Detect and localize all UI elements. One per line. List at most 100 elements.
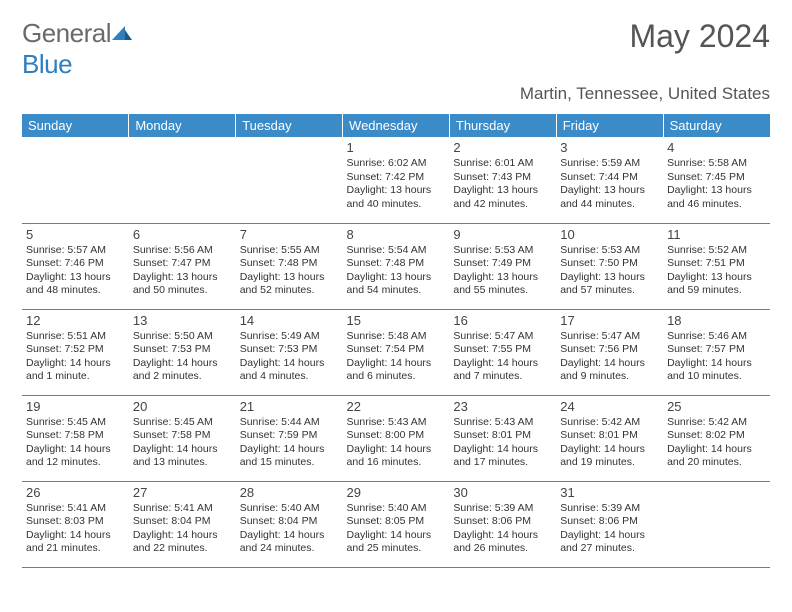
daylight-text: Daylight: 14 hours and 25 minutes. xyxy=(347,529,446,556)
day-number: 13 xyxy=(133,313,232,328)
sunrise-text: Sunrise: 5:55 AM xyxy=(240,244,339,258)
sunset-text: Sunset: 7:42 PM xyxy=(347,171,446,185)
calendar-cell: 23 Sunrise: 5:43 AMSunset: 8:01 PMDayligh… xyxy=(449,395,556,481)
day-info: Sunrise: 5:39 AMSunset: 8:06 PMDaylight:… xyxy=(560,502,659,557)
sunrise-text: Sunrise: 5:39 AM xyxy=(453,502,552,516)
sunset-text: Sunset: 7:59 PM xyxy=(240,429,339,443)
day-header: Sunday xyxy=(22,114,129,137)
day-header: Friday xyxy=(556,114,663,137)
daylight-text: Daylight: 13 hours and 54 minutes. xyxy=(347,271,446,298)
sunrise-text: Sunrise: 5:48 AM xyxy=(347,330,446,344)
calendar-body: 1Sunrise: 6:02 AMSunset: 7:42 PMDaylight… xyxy=(22,137,770,567)
calendar-cell: 28Sunrise: 5:40 AMSunset: 8:04 PMDayligh… xyxy=(236,481,343,567)
calendar-cell: 5Sunrise: 5:57 AMSunset: 7:46 PMDaylight… xyxy=(22,223,129,309)
day-info: Sunrise: 5:39 AMSunset: 8:06 PMDaylight:… xyxy=(453,502,552,557)
daylight-text: Daylight: 14 hours and 13 minutes. xyxy=(133,443,232,470)
day-info: Sunrise: 5:42 AMSunset: 8:01 PMDaylight:… xyxy=(560,416,659,471)
calendar-cell: 6Sunrise: 5:56 AMSunset: 7:47 PMDaylight… xyxy=(129,223,236,309)
calendar-cell: 12Sunrise: 5:51 AMSunset: 7:52 PMDayligh… xyxy=(22,309,129,395)
sunset-text: Sunset: 8:00 PM xyxy=(347,429,446,443)
day-info: Sunrise: 5:41 AMSunset: 8:03 PMDaylight:… xyxy=(26,502,125,557)
sunset-text: Sunset: 7:45 PM xyxy=(667,171,766,185)
calendar-cell: 8 Sunrise: 5:54 AMSunset: 7:48 PMDaylight… xyxy=(343,223,450,309)
day-info: Sunrise: 5:45 AMSunset: 7:58 PMDaylight:… xyxy=(133,416,232,471)
title-block: May 2024 xyxy=(629,18,770,55)
day-number: 7 xyxy=(240,227,339,242)
sunset-text: Sunset: 8:01 PM xyxy=(560,429,659,443)
day-info: Sunrise: 6:01 AMSunset: 7:43 PMDaylight:… xyxy=(453,157,552,212)
sunrise-text: Sunrise: 5:42 AM xyxy=(560,416,659,430)
day-info: Sunrise: 5:50 AMSunset: 7:53 PMDaylight:… xyxy=(133,330,232,385)
calendar-cell: 11Sunrise: 5:52 AMSunset: 7:51 PMDayligh… xyxy=(663,223,770,309)
daylight-text: Daylight: 14 hours and 7 minutes. xyxy=(453,357,552,384)
day-info: Sunrise: 5:43 AMSunset: 8:01 PMDaylight:… xyxy=(453,416,552,471)
day-number: 30 xyxy=(453,485,552,500)
day-header: Tuesday xyxy=(236,114,343,137)
day-info: Sunrise: 5:46 AMSunset: 7:57 PMDaylight:… xyxy=(667,330,766,385)
daylight-text: Daylight: 14 hours and 2 minutes. xyxy=(133,357,232,384)
sunrise-text: Sunrise: 6:01 AM xyxy=(453,157,552,171)
day-number: 31 xyxy=(560,485,659,500)
sunrise-text: Sunrise: 5:43 AM xyxy=(347,416,446,430)
day-info: Sunrise: 5:56 AMSunset: 7:47 PMDaylight:… xyxy=(133,244,232,299)
sunset-text: Sunset: 7:46 PM xyxy=(26,257,125,271)
calendar-cell xyxy=(22,137,129,223)
day-number: 22 xyxy=(347,399,446,414)
sunset-text: Sunset: 8:06 PM xyxy=(453,515,552,529)
sunset-text: Sunset: 7:53 PM xyxy=(133,343,232,357)
sunset-text: Sunset: 7:47 PM xyxy=(133,257,232,271)
calendar-cell: 25Sunrise: 5:42 AMSunset: 8:02 PMDayligh… xyxy=(663,395,770,481)
sunrise-text: Sunrise: 5:57 AM xyxy=(26,244,125,258)
day-number: 24 xyxy=(560,399,659,414)
day-info: Sunrise: 5:58 AMSunset: 7:45 PMDaylight:… xyxy=(667,157,766,212)
day-header: Wednesday xyxy=(343,114,450,137)
location-label: Martin, Tennessee, United States xyxy=(22,84,770,104)
day-number: 8 xyxy=(347,227,446,242)
calendar-cell xyxy=(129,137,236,223)
daylight-text: Daylight: 14 hours and 15 minutes. xyxy=(240,443,339,470)
day-info: Sunrise: 5:55 AMSunset: 7:48 PMDaylight:… xyxy=(240,244,339,299)
sunset-text: Sunset: 8:06 PM xyxy=(560,515,659,529)
day-number: 15 xyxy=(347,313,446,328)
day-info: Sunrise: 5:57 AMSunset: 7:46 PMDaylight:… xyxy=(26,244,125,299)
daylight-text: Daylight: 14 hours and 4 minutes. xyxy=(240,357,339,384)
daylight-text: Daylight: 13 hours and 42 minutes. xyxy=(453,184,552,211)
sunset-text: Sunset: 7:58 PM xyxy=(26,429,125,443)
calendar-week-row: 19Sunrise: 5:45 AMSunset: 7:58 PMDayligh… xyxy=(22,395,770,481)
daylight-text: Daylight: 14 hours and 24 minutes. xyxy=(240,529,339,556)
calendar-cell: 16Sunrise: 5:47 AMSunset: 7:55 PMDayligh… xyxy=(449,309,556,395)
logo-text: GeneralBlue xyxy=(22,18,133,80)
sunrise-text: Sunrise: 5:58 AM xyxy=(667,157,766,171)
day-header: Saturday xyxy=(663,114,770,137)
calendar-cell: 3Sunrise: 5:59 AMSunset: 7:44 PMDaylight… xyxy=(556,137,663,223)
day-info: Sunrise: 5:40 AMSunset: 8:04 PMDaylight:… xyxy=(240,502,339,557)
daylight-text: Daylight: 13 hours and 59 minutes. xyxy=(667,271,766,298)
calendar-cell: 13 Sunrise: 5:50 AMSunset: 7:53 PMDayligh… xyxy=(129,309,236,395)
header: GeneralBlue May 2024 xyxy=(22,18,770,80)
calendar-cell: 2Sunrise: 6:01 AMSunset: 7:43 PMDaylight… xyxy=(449,137,556,223)
calendar-cell: 24 Sunrise: 5:42 AMSunset: 8:01 PMDayligh… xyxy=(556,395,663,481)
day-number: 9 xyxy=(453,227,552,242)
sunset-text: Sunset: 7:57 PM xyxy=(667,343,766,357)
day-info: Sunrise: 5:40 AMSunset: 8:05 PMDaylight:… xyxy=(347,502,446,557)
calendar-cell: 22Sunrise: 5:43 AMSunset: 8:00 PMDayligh… xyxy=(343,395,450,481)
day-info: Sunrise: 5:59 AMSunset: 7:44 PMDaylight:… xyxy=(560,157,659,212)
sunrise-text: Sunrise: 5:40 AM xyxy=(347,502,446,516)
day-info: Sunrise: 5:53 AMSunset: 7:49 PMDaylight:… xyxy=(453,244,552,299)
day-number: 23 xyxy=(453,399,552,414)
calendar-week-row: 5Sunrise: 5:57 AMSunset: 7:46 PMDaylight… xyxy=(22,223,770,309)
sunrise-text: Sunrise: 5:53 AM xyxy=(453,244,552,258)
sunrise-text: Sunrise: 5:45 AM xyxy=(26,416,125,430)
day-info: Sunrise: 5:54 AMSunset: 7:48 PMDaylight:… xyxy=(347,244,446,299)
sunrise-text: Sunrise: 5:45 AM xyxy=(133,416,232,430)
day-number: 10 xyxy=(560,227,659,242)
sunrise-text: Sunrise: 5:43 AM xyxy=(453,416,552,430)
sunrise-text: Sunrise: 5:53 AM xyxy=(560,244,659,258)
calendar-cell: 4Sunrise: 5:58 AMSunset: 7:45 PMDaylight… xyxy=(663,137,770,223)
daylight-text: Daylight: 14 hours and 21 minutes. xyxy=(26,529,125,556)
sunset-text: Sunset: 8:04 PM xyxy=(133,515,232,529)
daylight-text: Daylight: 14 hours and 6 minutes. xyxy=(347,357,446,384)
day-info: Sunrise: 5:45 AMSunset: 7:58 PMDaylight:… xyxy=(26,416,125,471)
sunset-text: Sunset: 7:56 PM xyxy=(560,343,659,357)
calendar-cell: 27Sunrise: 5:41 AMSunset: 8:04 PMDayligh… xyxy=(129,481,236,567)
